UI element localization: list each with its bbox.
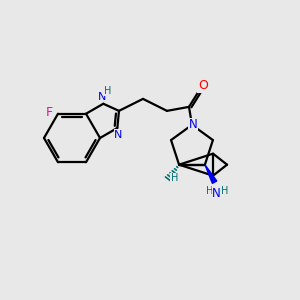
Text: O: O [198, 80, 208, 92]
Text: N: N [114, 130, 122, 140]
Text: N: N [189, 118, 197, 131]
Text: H: H [103, 86, 111, 96]
Text: F: F [45, 106, 52, 119]
Text: H: H [206, 186, 213, 196]
Polygon shape [205, 165, 217, 183]
Text: H: H [221, 186, 228, 196]
Text: N: N [98, 92, 106, 102]
Text: N: N [212, 187, 221, 200]
Text: H: H [170, 173, 178, 183]
